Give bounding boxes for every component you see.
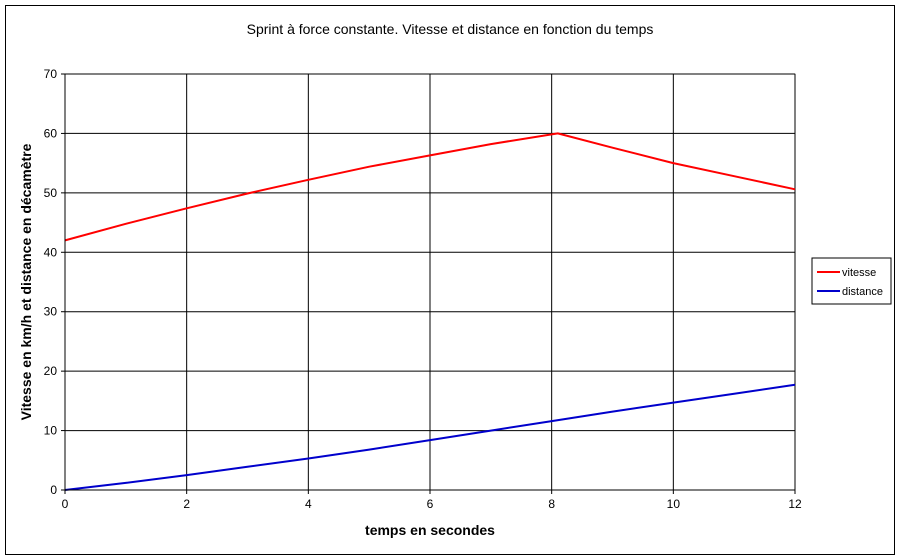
chart-title: Sprint à force constante. Vitesse et dis… xyxy=(247,21,654,37)
x-tick-label: 6 xyxy=(427,497,434,511)
x-tick-label: 10 xyxy=(667,497,681,511)
y-axis-title: Vitesse en km/h et distance en décamètre xyxy=(18,143,34,420)
legend-label-distance: distance xyxy=(842,286,883,298)
y-tick-label: 10 xyxy=(44,424,58,438)
y-tick-label: 40 xyxy=(44,245,58,259)
y-tick-label: 50 xyxy=(44,186,58,200)
legend-label-vitesse: vitesse xyxy=(842,267,876,279)
y-tick-label: 30 xyxy=(44,305,58,319)
y-tick-label: 70 xyxy=(44,67,58,81)
x-axis-title: temps en secondes xyxy=(365,522,495,538)
x-tick-label: 2 xyxy=(183,497,190,511)
x-tick-label: 4 xyxy=(305,497,312,511)
grid xyxy=(65,73,796,490)
series-line-vitesse xyxy=(64,132,796,242)
series-layer xyxy=(64,132,796,491)
y-tick-label: 60 xyxy=(44,126,58,140)
legend-box xyxy=(811,257,892,305)
legend: vitesse distance xyxy=(811,257,892,305)
x-tick-label: 0 xyxy=(62,497,69,511)
series-line-distance xyxy=(64,383,796,491)
x-tick-label: 12 xyxy=(788,497,802,511)
y-tick-label: 0 xyxy=(50,483,57,497)
x-tick-label: 8 xyxy=(548,497,555,511)
y-tick-label: 20 xyxy=(44,364,58,378)
axis-ticks: 0 10 20 30 40 50 60 70 0 2 4 6 8 10 12 xyxy=(44,67,802,511)
